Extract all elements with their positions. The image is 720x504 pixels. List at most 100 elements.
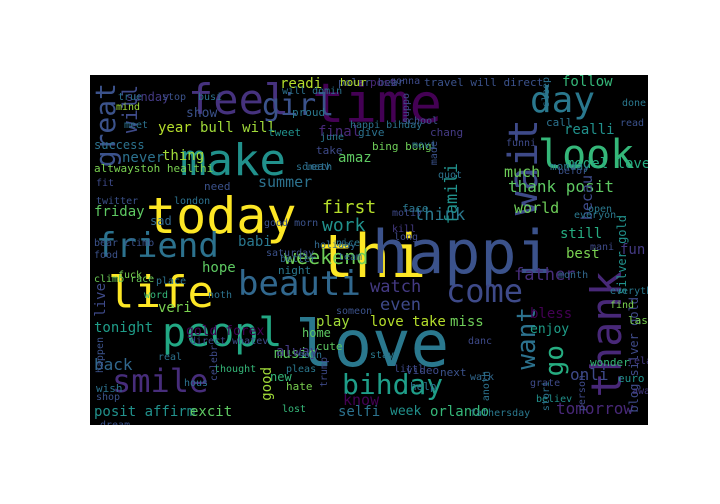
word-chang: chang xyxy=(430,126,464,139)
word-night: night xyxy=(278,264,312,277)
word-posit-affirm: posit affirm xyxy=(94,404,196,420)
word-place: place xyxy=(156,276,187,287)
word-leav: leav xyxy=(304,160,331,173)
word-face: face xyxy=(402,202,429,215)
word-trump: trump xyxy=(319,357,330,388)
word-euro: euro xyxy=(618,372,645,385)
word-sunday: sunday xyxy=(126,90,170,104)
word-wonder: wonder xyxy=(590,356,630,369)
word-final: final xyxy=(318,124,361,140)
word-great: great xyxy=(90,83,122,168)
word-gold-forex: gold forex xyxy=(186,324,265,339)
word-school: school xyxy=(402,116,439,127)
word-proud: proud xyxy=(292,106,326,119)
word-travel-will-direct: travel will direct xyxy=(424,76,544,89)
word-saturday: saturday xyxy=(266,248,315,259)
word-know: know xyxy=(343,391,380,409)
word-success: success xyxy=(94,138,145,152)
word-give: give xyxy=(358,126,385,139)
word-cute: cute xyxy=(316,340,343,353)
word-readi: readi xyxy=(280,76,323,92)
word-meet: meet xyxy=(124,120,149,131)
word-busi: busi xyxy=(198,92,223,103)
word-walk: walk xyxy=(470,372,495,383)
word-work: work xyxy=(322,215,366,236)
word-come: come xyxy=(446,272,524,310)
word-love-take: love take xyxy=(370,314,446,330)
word-gonna: gonna xyxy=(390,76,421,87)
word-even: even xyxy=(380,295,421,315)
word-someth: someth xyxy=(296,162,333,173)
word-everyon: everyon xyxy=(574,210,617,221)
word-beauti: beauti xyxy=(238,264,361,304)
word-take: take xyxy=(316,144,343,157)
word-will-domin: will domin xyxy=(282,86,343,97)
word-still: still xyxy=(560,226,603,242)
word-never: never xyxy=(122,150,165,166)
word-done: done xyxy=(622,98,647,109)
word-cloud: love thi happi today time make life feel peopl fr… xyxy=(90,75,648,425)
word-model-love: model love xyxy=(566,156,648,172)
word-tweet: tweet xyxy=(268,126,302,139)
word-long: long xyxy=(394,232,419,243)
word-selfi: selfi xyxy=(338,404,381,420)
word-monday: monday xyxy=(550,160,590,173)
word-first: first xyxy=(322,197,377,218)
word-sleep: sleep xyxy=(541,77,552,108)
word-twitter: twitter xyxy=(96,196,139,207)
word-stay: stay xyxy=(370,350,395,361)
word-relax: relax xyxy=(628,356,648,367)
word-live: live xyxy=(93,283,109,317)
word-alway: alway xyxy=(276,344,319,360)
word-noth: noth xyxy=(208,290,233,301)
word-anoth: anoth xyxy=(481,371,492,402)
word-realli: realli xyxy=(564,122,615,138)
word-summer: summer xyxy=(258,173,313,191)
word-watch: watch xyxy=(370,277,422,297)
word-best: best xyxy=(566,246,600,262)
word-movi: movi xyxy=(412,140,437,151)
word-mani: mani xyxy=(590,242,615,253)
word-go: go xyxy=(540,345,570,377)
word-bihday: bihday xyxy=(342,368,444,401)
word-team: team xyxy=(338,252,363,263)
word-thi: thi xyxy=(318,222,427,292)
word-dream: dream xyxy=(100,421,130,426)
word-shop: shop xyxy=(96,392,121,403)
word-friend: friend xyxy=(96,226,219,266)
word-quot: quot xyxy=(438,170,463,181)
word-back: back xyxy=(94,355,133,374)
word-world: world xyxy=(514,199,560,217)
word-call: call xyxy=(546,116,573,129)
word-sad: sad xyxy=(150,214,172,228)
word-find: find xyxy=(610,300,635,311)
word-follow: follow xyxy=(562,75,613,90)
word-thank-posit: thank posit xyxy=(508,177,614,196)
word-last: last xyxy=(628,314,648,327)
word-thought: thought xyxy=(214,364,257,375)
word-away: away xyxy=(632,386,648,397)
word-day: day xyxy=(530,80,596,121)
word-feel: feel xyxy=(188,75,290,124)
word-danc: danc xyxy=(468,336,493,347)
word-tomorrow: tomorrow xyxy=(556,399,634,418)
word-bull-will: bull will xyxy=(200,120,276,136)
word-bless: bless xyxy=(530,306,573,322)
word-smile: smile xyxy=(112,362,209,400)
word-girl: girl xyxy=(262,88,335,123)
word-hour: hour xyxy=(340,76,367,89)
word-funni: funni xyxy=(506,138,537,149)
word-fit: fit xyxy=(96,178,115,189)
word-pleas: pleas xyxy=(286,364,317,375)
word-happi-bihday: happi bihday xyxy=(350,120,423,131)
word-tonight: tonight xyxy=(94,320,154,336)
word-fun: fun xyxy=(620,242,646,258)
word-believ: believ xyxy=(536,394,573,405)
word-much: much xyxy=(504,163,541,181)
word-happi: happi xyxy=(372,218,553,288)
word-need: need xyxy=(204,180,231,193)
word-amaz: amaz xyxy=(338,150,372,166)
word-fuck: fuck xyxy=(118,270,143,281)
word-motiv: motiv xyxy=(392,208,423,219)
word-word: word xyxy=(144,290,169,301)
